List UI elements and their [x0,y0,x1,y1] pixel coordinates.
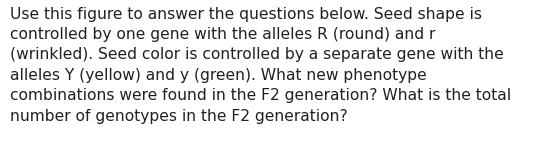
Text: Use this figure to answer the questions below. Seed shape is
controlled by one g: Use this figure to answer the questions … [10,7,511,124]
